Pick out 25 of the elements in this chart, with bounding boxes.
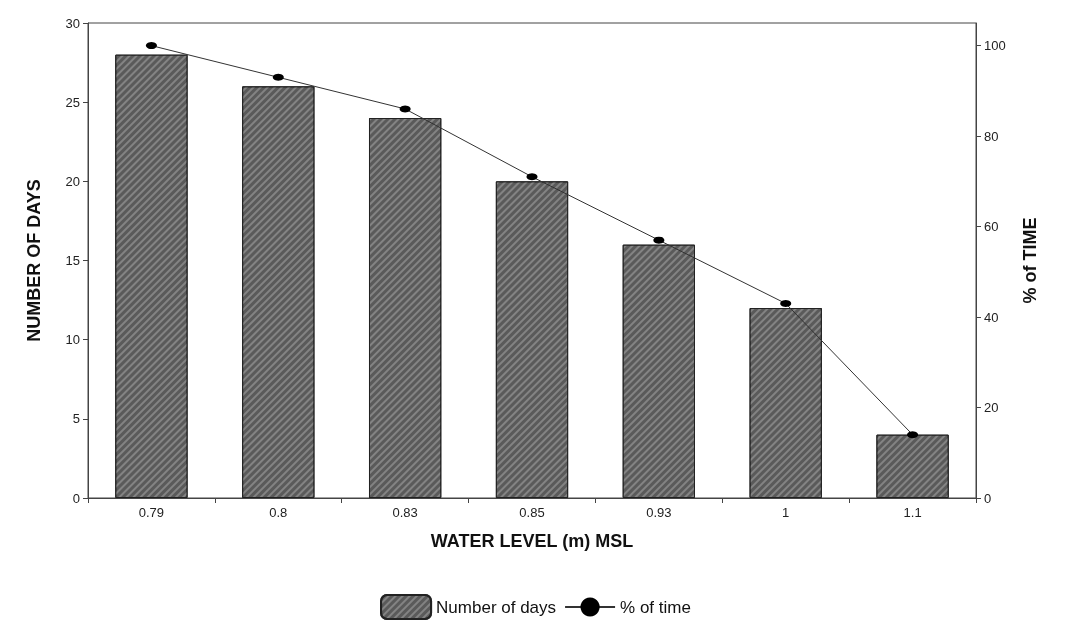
y-axis-title: NUMBER OF DAYS [24,179,44,342]
y2-tick-label: 100 [984,38,1006,54]
y2-tick-label: 80 [984,128,999,144]
x-tick-label: 0.79 [138,505,165,520]
y-tick-label: 15 [65,253,80,268]
y-tick-label: 25 [65,94,80,110]
y-tick-label: 20 [65,173,80,189]
y2-tick-label: 40 [984,309,999,325]
x-tick-label: 0.8 [269,505,288,520]
x-axis-title: WATER LEVEL (m) MSL [430,531,634,551]
y2-tick-label: 0 [984,490,992,506]
legend-label: Number of days [436,597,557,617]
y2-tick-label: 20 [984,400,999,416]
x-tick-label: 1.1 [903,505,922,520]
y-tick-label: 30 [65,15,80,31]
legend-label: % of time [620,597,691,617]
y-tick-label: 5 [72,411,80,427]
x-tick-label: 0.83 [392,505,418,520]
x-tick-label: 0.93 [646,505,672,520]
x-tick-label: 0.85 [519,505,545,520]
y2-axis-title: % of TIME [1020,217,1040,304]
y-tick-label: 0 [72,490,80,506]
x-tick-label: 1 [782,505,790,520]
y-tick-label: 10 [65,332,80,348]
y2-tick-label: 60 [984,219,999,235]
